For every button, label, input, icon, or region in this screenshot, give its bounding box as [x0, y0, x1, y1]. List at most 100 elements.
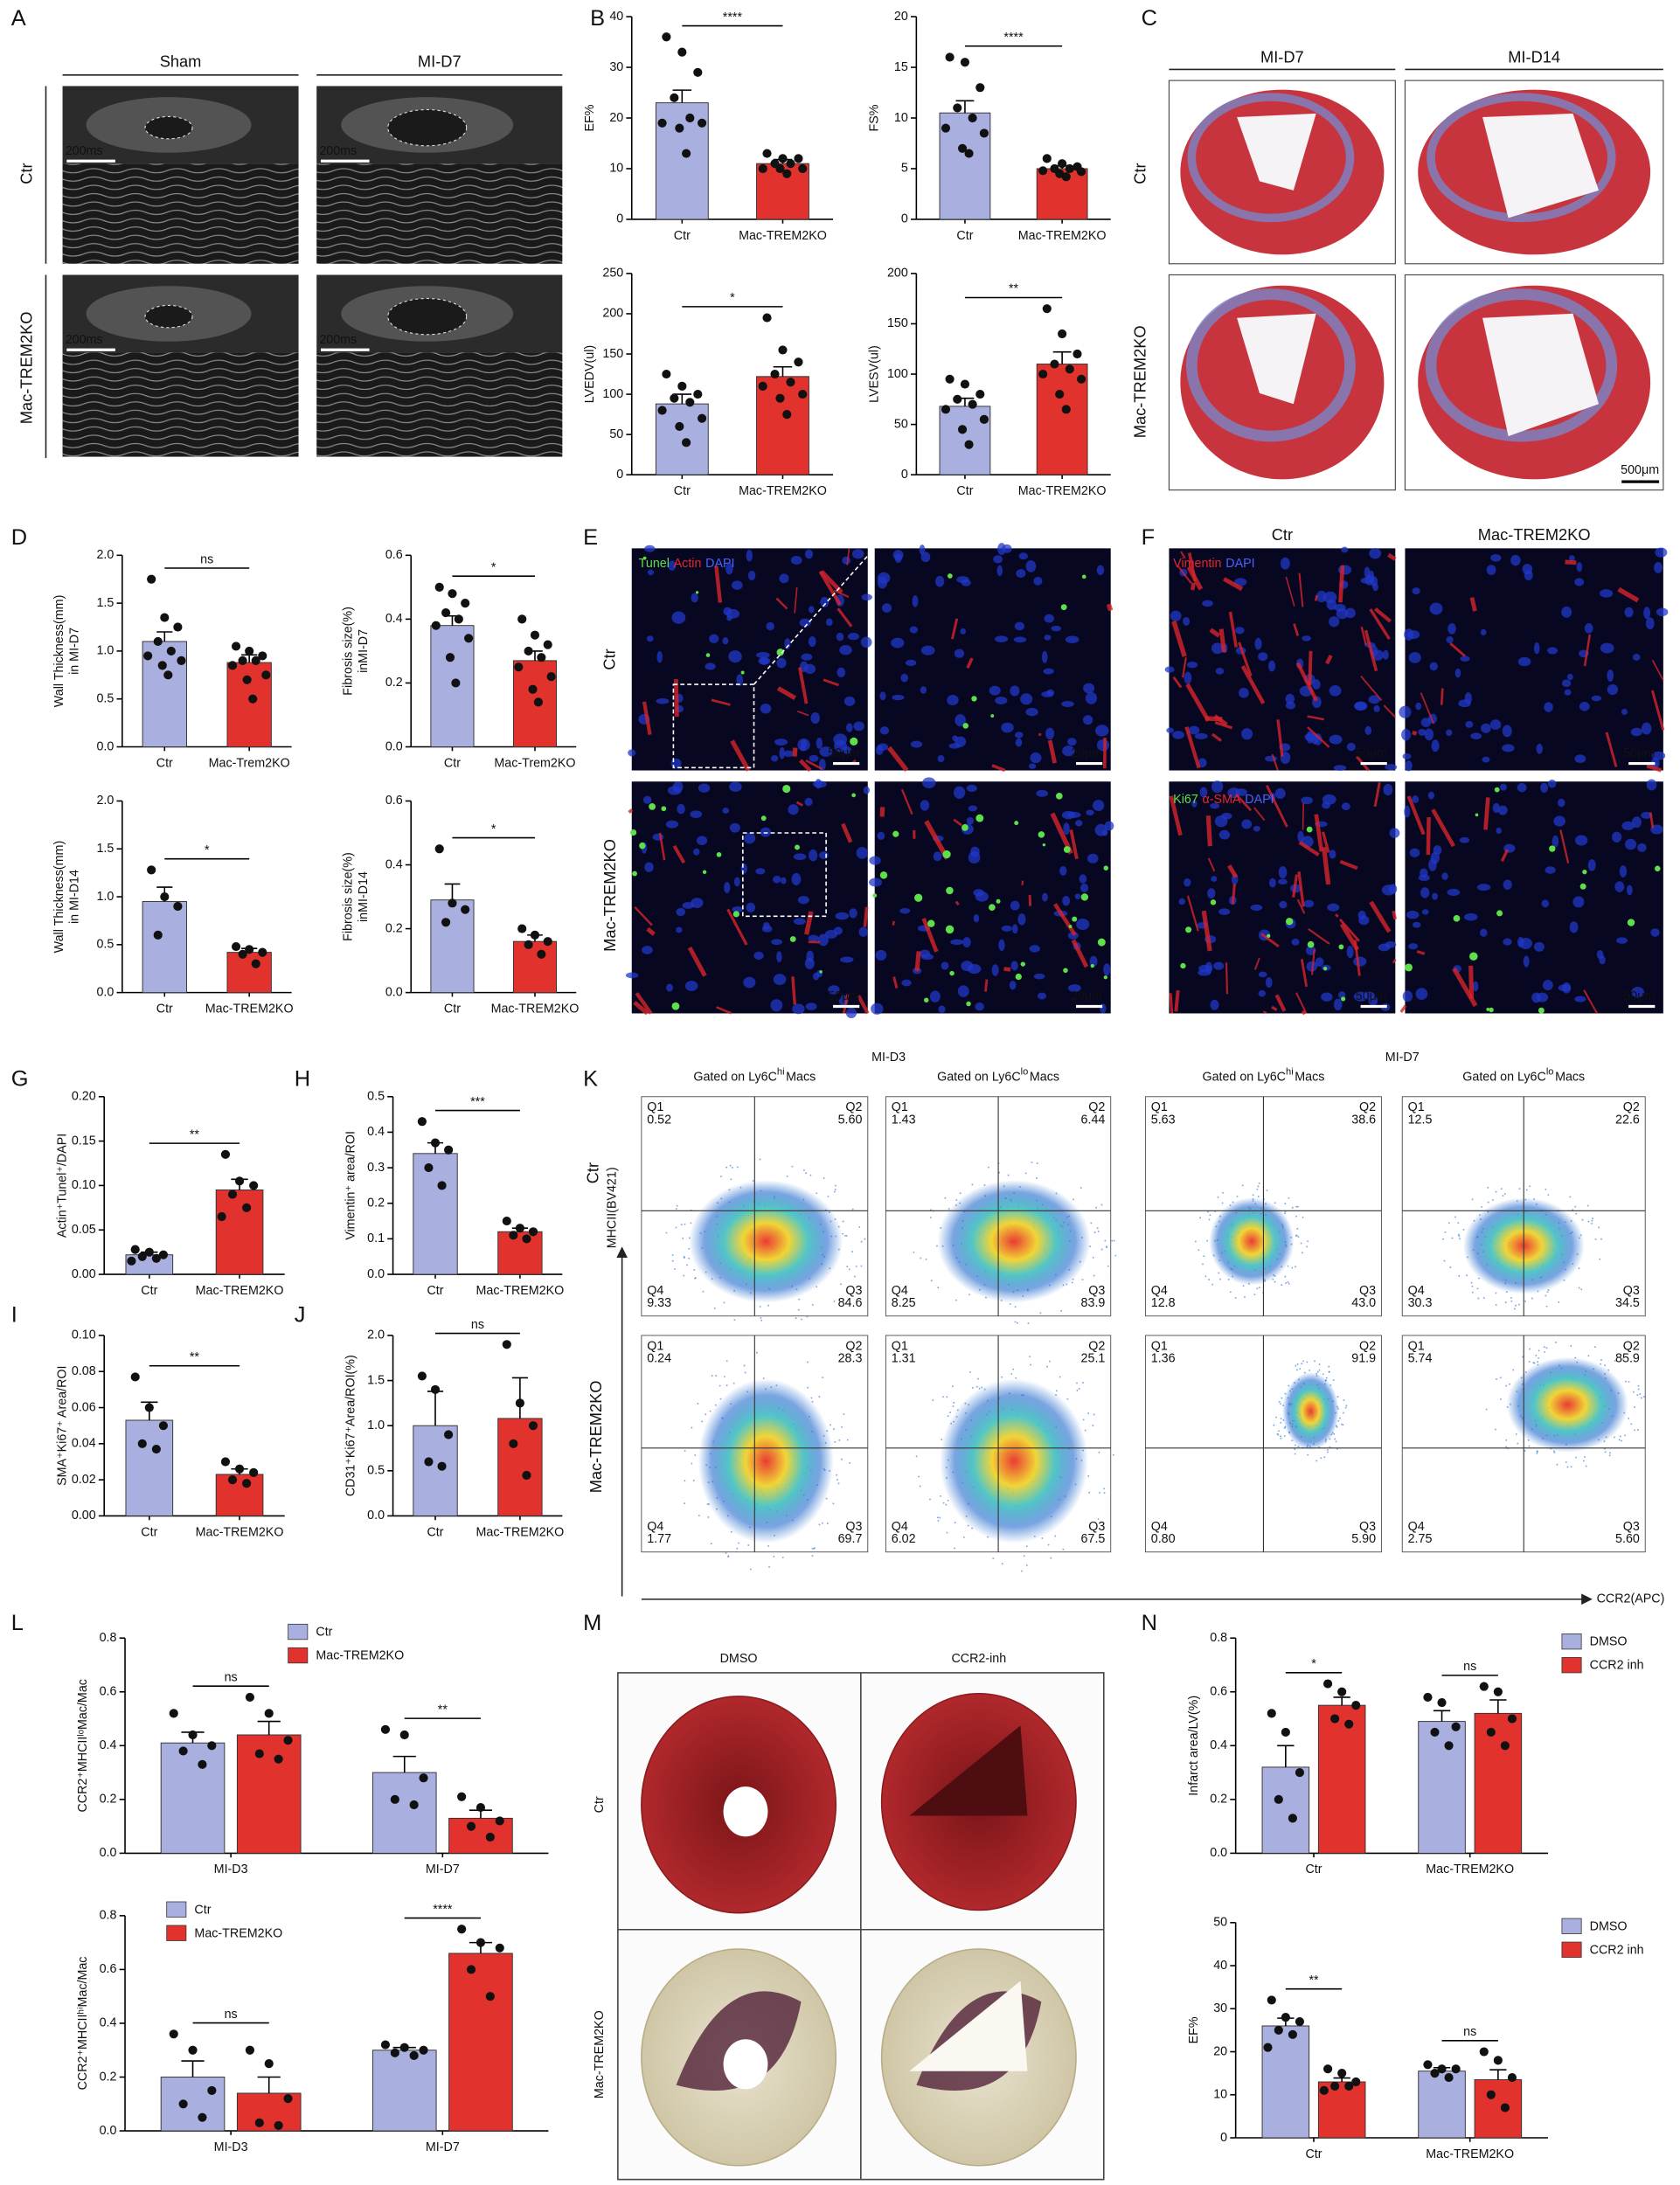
flow-event — [946, 1531, 948, 1534]
micrograph-texture — [1566, 673, 1573, 681]
flow-event — [1082, 1419, 1085, 1421]
micrograph-texture — [732, 905, 743, 913]
micrograph-texture — [1549, 845, 1556, 852]
data-point — [1323, 1679, 1333, 1689]
flow-event — [1578, 1287, 1580, 1289]
micrograph-texture — [1231, 884, 1236, 905]
micrograph-texture — [790, 556, 802, 565]
quadrant-percent: 0.52 — [647, 1113, 671, 1127]
y-tick-label: 0 — [901, 468, 908, 482]
flow-event — [949, 1412, 951, 1414]
data-point — [1055, 389, 1065, 399]
flow-event — [767, 1545, 769, 1547]
flow-event — [1528, 1445, 1531, 1447]
y-tick-label: 0.3 — [367, 1161, 385, 1175]
micrograph-texture — [709, 634, 719, 643]
y-tick-label: 0.20 — [72, 1090, 96, 1104]
flow-event — [1634, 1406, 1636, 1408]
flow-event — [1050, 1557, 1052, 1559]
micrograph-texture — [833, 733, 848, 746]
flow-event — [846, 1439, 849, 1441]
y-tick-label: 0.02 — [72, 1473, 96, 1487]
flow-event — [1621, 1439, 1622, 1442]
flow-event — [1600, 1238, 1602, 1240]
flow-event — [1287, 1280, 1289, 1283]
flow-event — [1106, 1246, 1108, 1249]
data-point — [953, 103, 962, 113]
micrograph-texture — [1416, 950, 1426, 955]
flow-event — [682, 1237, 684, 1239]
row-label: Mac-TREM2KO — [587, 1381, 605, 1494]
cavity — [1237, 313, 1316, 405]
micrograph-texture — [843, 696, 856, 706]
flow-event — [1314, 1360, 1316, 1363]
flow-event — [1643, 1396, 1645, 1398]
y-tick-label: 50 — [894, 417, 908, 431]
micrograph-texture — [726, 908, 748, 946]
significance-label: *** — [470, 1095, 485, 1109]
data-point — [245, 1692, 255, 1702]
stain-label: Vimentin DAPI — [1173, 557, 1254, 571]
micrograph-texture — [1459, 836, 1470, 843]
micrograph-texture — [797, 739, 810, 752]
data-point — [786, 159, 795, 169]
flow-event — [1306, 1361, 1309, 1363]
flow-event — [1586, 1204, 1589, 1207]
y-tick-label: 0.4 — [385, 612, 403, 626]
micrograph-texture — [984, 979, 989, 992]
y-tick-label: 150 — [602, 347, 623, 361]
micrograph-texture — [671, 611, 686, 624]
micrograph-texture — [673, 679, 679, 717]
micrograph-texture — [1404, 805, 1411, 818]
flow-event — [791, 1165, 794, 1168]
data-point — [419, 1773, 428, 1783]
flow-event — [1030, 1363, 1032, 1366]
flow-event — [1295, 1266, 1297, 1268]
flow-event — [684, 1502, 686, 1505]
x-tick-label: MI-D3 — [214, 1862, 248, 1876]
micrograph-texture — [921, 918, 939, 953]
data-point — [522, 1470, 531, 1481]
micrograph-texture — [1408, 652, 1421, 663]
y-tick-label: 200 — [887, 267, 908, 281]
micrograph-texture — [1271, 753, 1279, 771]
data-point — [437, 1461, 447, 1471]
micrograph-texture — [989, 685, 1001, 696]
flow-event — [759, 1305, 761, 1308]
micrograph-texture — [1211, 876, 1218, 882]
mmode-image — [316, 163, 563, 264]
y-tick-label: 0.00 — [72, 1509, 96, 1523]
micrograph-texture — [1369, 547, 1382, 559]
data-point — [502, 1340, 511, 1349]
flow-event — [838, 1439, 841, 1441]
micrograph-texture — [1406, 910, 1420, 919]
flow-event — [676, 1204, 678, 1207]
y-tick-label: 50 — [1213, 1916, 1227, 1930]
micrograph-texture — [857, 995, 870, 1015]
micrograph-texture — [1186, 895, 1199, 932]
data-point — [1507, 2072, 1517, 2083]
micrograph-texture — [941, 961, 949, 970]
bar — [160, 2077, 226, 2132]
micrograph-texture — [947, 573, 953, 579]
micrograph-texture — [1617, 586, 1640, 603]
flow-event — [686, 1264, 688, 1266]
row-label: Mac-TREM2KO — [17, 312, 36, 425]
bar — [215, 1190, 264, 1275]
data-point — [466, 1965, 476, 1974]
data-point — [682, 438, 691, 447]
micrograph-texture — [661, 806, 667, 812]
flow-event — [1284, 1203, 1287, 1205]
column-header: Mac-TREM2KO — [1478, 525, 1591, 544]
flow-event — [1451, 1237, 1454, 1239]
micrograph-texture — [649, 802, 656, 810]
x-tick-label: Mac-TREM2KO — [476, 1525, 565, 1539]
data-point — [466, 1821, 476, 1831]
data-point — [975, 83, 985, 93]
micrograph-texture — [1185, 926, 1192, 933]
data-point — [476, 1938, 486, 1947]
micrograph-texture — [1373, 781, 1381, 808]
flow-event — [1491, 1199, 1494, 1202]
flow-event — [727, 1555, 730, 1557]
scale-bar-label: 500μm — [1621, 463, 1659, 477]
